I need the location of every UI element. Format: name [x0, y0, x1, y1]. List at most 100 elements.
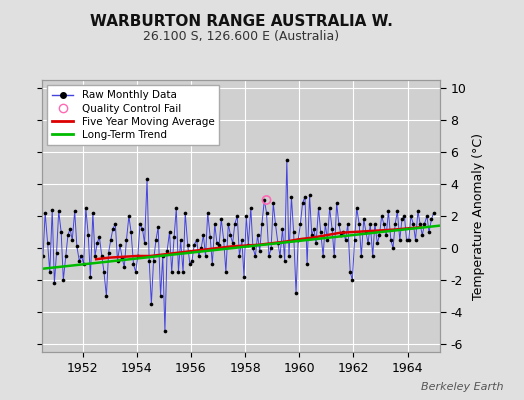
Point: [325, 205, 334, 211]
Point: [181, 210, 189, 216]
Point: [398, 216, 406, 222]
Point: [370, 221, 379, 227]
Point: [152, 237, 160, 243]
Point: [106, 237, 115, 243]
Point: [364, 240, 372, 246]
Point: [335, 221, 343, 227]
Point: [418, 232, 427, 238]
Point: [328, 226, 336, 232]
Point: [333, 200, 341, 206]
Point: [166, 229, 174, 235]
Point: [430, 210, 438, 216]
Point: [170, 234, 178, 240]
Point: [396, 237, 404, 243]
Point: [68, 237, 77, 243]
Point: [82, 205, 90, 211]
Point: [301, 194, 309, 200]
Point: [66, 226, 74, 232]
Text: 26.100 S, 126.600 E (Australia): 26.100 S, 126.600 E (Australia): [143, 30, 339, 43]
Point: [102, 293, 111, 299]
Point: [93, 240, 101, 246]
Point: [179, 269, 187, 275]
Point: [247, 205, 255, 211]
Point: [84, 232, 92, 238]
Point: [61, 253, 70, 259]
Point: [213, 240, 221, 246]
Point: [235, 253, 244, 259]
Point: [156, 293, 165, 299]
Point: [319, 253, 328, 259]
Point: [368, 253, 377, 259]
Point: [140, 240, 149, 246]
Point: [194, 253, 203, 259]
Point: [215, 242, 223, 248]
Point: [208, 261, 216, 267]
Point: [46, 269, 54, 275]
Point: [54, 208, 63, 214]
Point: [97, 253, 106, 259]
Point: [271, 221, 280, 227]
Point: [113, 258, 122, 264]
Point: [206, 234, 214, 240]
Point: [384, 208, 392, 214]
Y-axis label: Temperature Anomaly (°C): Temperature Anomaly (°C): [472, 132, 485, 300]
Point: [310, 226, 318, 232]
Point: [127, 229, 135, 235]
Point: [80, 261, 88, 267]
Point: [260, 197, 268, 203]
Point: [294, 237, 302, 243]
Point: [303, 261, 311, 267]
Point: [222, 269, 230, 275]
Point: [149, 258, 158, 264]
Point: [355, 221, 363, 227]
Point: [71, 208, 79, 214]
Point: [305, 192, 314, 198]
Point: [296, 221, 304, 227]
Point: [163, 248, 171, 254]
Point: [298, 200, 307, 206]
Point: [161, 328, 169, 334]
Point: [382, 232, 390, 238]
Legend: Raw Monthly Data, Quality Control Fail, Five Year Moving Average, Long-Term Tren: Raw Monthly Data, Quality Control Fail, …: [47, 85, 220, 145]
Point: [321, 221, 330, 227]
Point: [89, 210, 97, 216]
Point: [190, 242, 199, 248]
Point: [389, 245, 397, 251]
Point: [282, 157, 291, 163]
Point: [57, 229, 66, 235]
Point: [86, 274, 95, 280]
Text: Berkeley Earth: Berkeley Earth: [421, 382, 503, 392]
Point: [120, 264, 128, 270]
Point: [312, 240, 320, 246]
Point: [185, 261, 194, 267]
Point: [265, 253, 273, 259]
Point: [393, 208, 401, 214]
Point: [287, 194, 296, 200]
Point: [267, 245, 275, 251]
Point: [400, 213, 409, 219]
Point: [41, 210, 49, 216]
Point: [411, 237, 420, 243]
Point: [50, 280, 59, 286]
Point: [409, 221, 418, 227]
Point: [256, 248, 264, 254]
Point: [226, 232, 235, 238]
Point: [423, 213, 431, 219]
Point: [77, 253, 85, 259]
Point: [373, 240, 381, 246]
Point: [147, 301, 156, 307]
Point: [292, 290, 300, 296]
Point: [414, 208, 422, 214]
Point: [48, 206, 57, 213]
Point: [220, 237, 228, 243]
Point: [280, 258, 289, 264]
Point: [330, 253, 339, 259]
Point: [420, 221, 429, 227]
Point: [108, 226, 117, 232]
Point: [263, 197, 271, 203]
Point: [276, 253, 284, 259]
Point: [125, 213, 133, 219]
Point: [129, 261, 138, 267]
Point: [366, 221, 375, 227]
Point: [402, 237, 411, 243]
